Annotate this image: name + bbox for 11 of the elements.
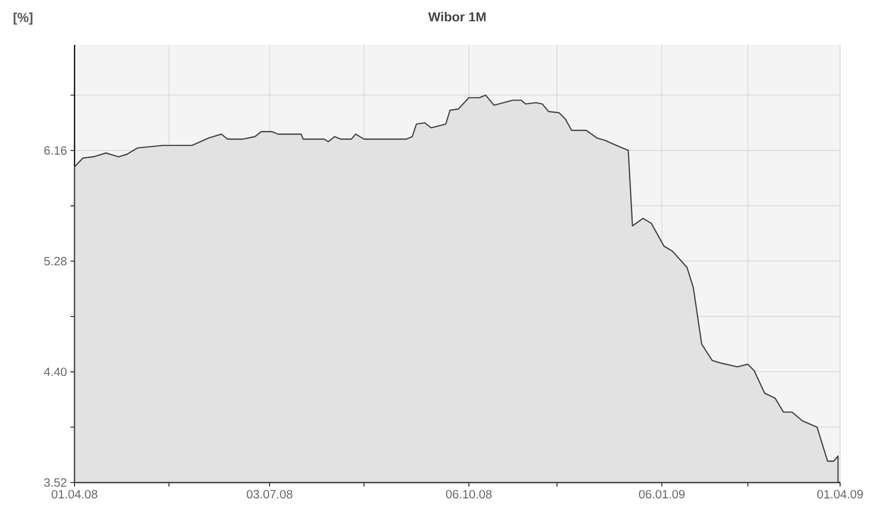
x-tick-label: 03.07.08: [246, 490, 292, 498]
x-tick-label: 01.04.09: [817, 490, 863, 498]
y-tick-label: 4.40: [44, 367, 67, 376]
y-tick-label: 6.16: [44, 146, 67, 155]
y-tick-label: 5.28: [44, 256, 67, 266]
x-tick-label: 06.01.09: [639, 490, 685, 498]
chart-title: Wibor 1M: [428, 12, 486, 22]
y-tick-label: 3.52: [44, 478, 66, 487]
x-tick-label: 06.10.08: [446, 490, 492, 498]
y-axis-title: [%]: [14, 12, 32, 24]
x-tick-label: 01.04.08: [52, 490, 98, 498]
